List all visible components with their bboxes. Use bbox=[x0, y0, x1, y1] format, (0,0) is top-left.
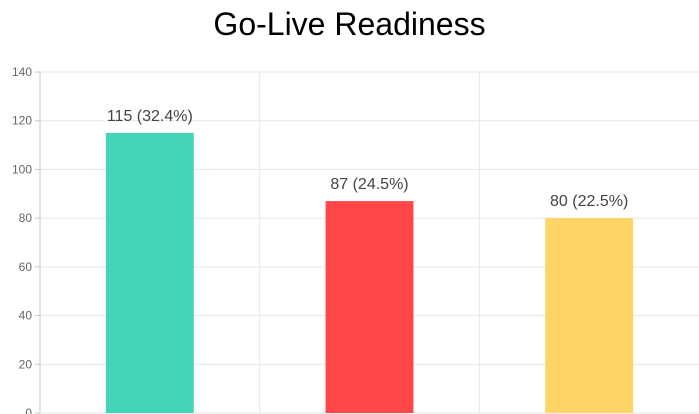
y-tick-label: 20 bbox=[19, 357, 33, 371]
y-tick-label: 140 bbox=[12, 65, 32, 79]
y-tick-label: 60 bbox=[19, 260, 33, 274]
data-label-3: 80 (22.5%) bbox=[550, 193, 628, 210]
bar-2 bbox=[325, 201, 414, 413]
bar-1 bbox=[105, 132, 194, 413]
y-tick-label: 120 bbox=[12, 114, 32, 128]
chart-title: Go-Live Readiness bbox=[213, 6, 486, 42]
data-label-2: 87 (24.5%) bbox=[330, 176, 408, 193]
y-tick-label: 80 bbox=[19, 211, 33, 225]
y-tick-label: 100 bbox=[12, 162, 32, 176]
y-tick-label: 40 bbox=[19, 309, 33, 323]
data-label-1: 115 (32.4%) bbox=[107, 108, 193, 125]
y-tick-label: 0 bbox=[25, 406, 32, 414]
bar-3 bbox=[545, 218, 634, 413]
